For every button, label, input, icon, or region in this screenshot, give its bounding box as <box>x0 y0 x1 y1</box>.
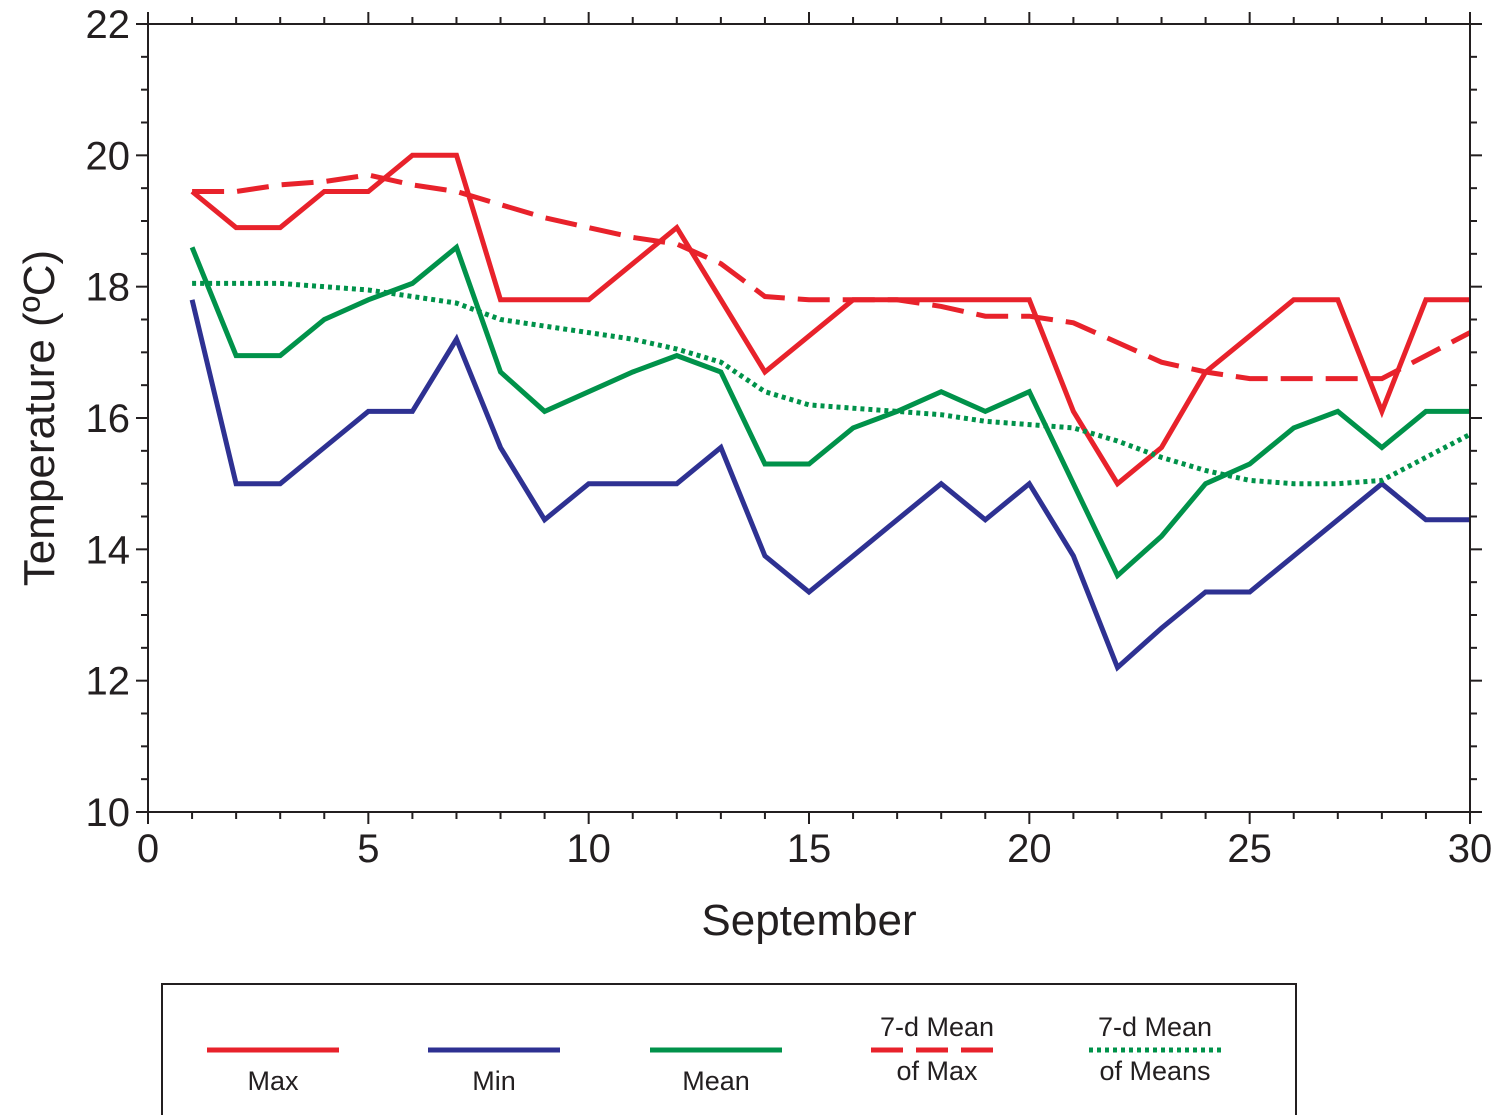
y-tick-label: 10 <box>86 791 131 835</box>
x-tick-label: 30 <box>1448 827 1493 871</box>
y-axis-title: Temperature (ºC) <box>15 250 64 586</box>
series-line-max7d <box>192 172 1472 382</box>
y-tick-label: 20 <box>86 134 131 178</box>
legend-label-max7d-line2: of Max <box>896 1056 978 1086</box>
legend-label-min: Min <box>472 1066 516 1096</box>
series-line-max <box>190 152 1470 488</box>
y-tick-label: 16 <box>86 397 131 441</box>
y-tick-label: 12 <box>86 660 131 704</box>
series-line-min <box>189 299 1470 672</box>
y-tick-label: 22 <box>86 3 131 47</box>
series-line-mean7d <box>192 280 1472 487</box>
legend-label-max: Max <box>247 1066 299 1096</box>
y-tick-label: 18 <box>86 266 131 310</box>
x-tick-label: 15 <box>787 827 832 871</box>
legend: Max Min Mean 7-d Mean of Max 7-d Mean of Means <box>161 983 1297 1115</box>
y-tick-label: 14 <box>86 528 131 572</box>
series-line-mean <box>189 243 1470 580</box>
x-tick-label: 5 <box>357 827 379 871</box>
series-layer <box>189 152 1472 672</box>
axes-layer: 0 5 10 15 20 25 30 10 12 14 16 18 20 22 September Tempe… <box>15 3 1492 945</box>
legend-label-max7d-line1: 7-d Mean <box>880 1012 994 1042</box>
x-axis-title: September <box>701 896 916 945</box>
x-tick-label: 10 <box>566 827 611 871</box>
legend-label-mean7d-line2: of Means <box>1099 1056 1210 1086</box>
x-tick-label: 0 <box>137 827 159 871</box>
x-tick-label: 25 <box>1227 827 1272 871</box>
legend-label-mean7d-line1: 7-d Mean <box>1098 1012 1212 1042</box>
plot-frame <box>147 23 1471 813</box>
legend-label-mean: Mean <box>682 1066 750 1096</box>
x-tick-label: 20 <box>1007 827 1052 871</box>
